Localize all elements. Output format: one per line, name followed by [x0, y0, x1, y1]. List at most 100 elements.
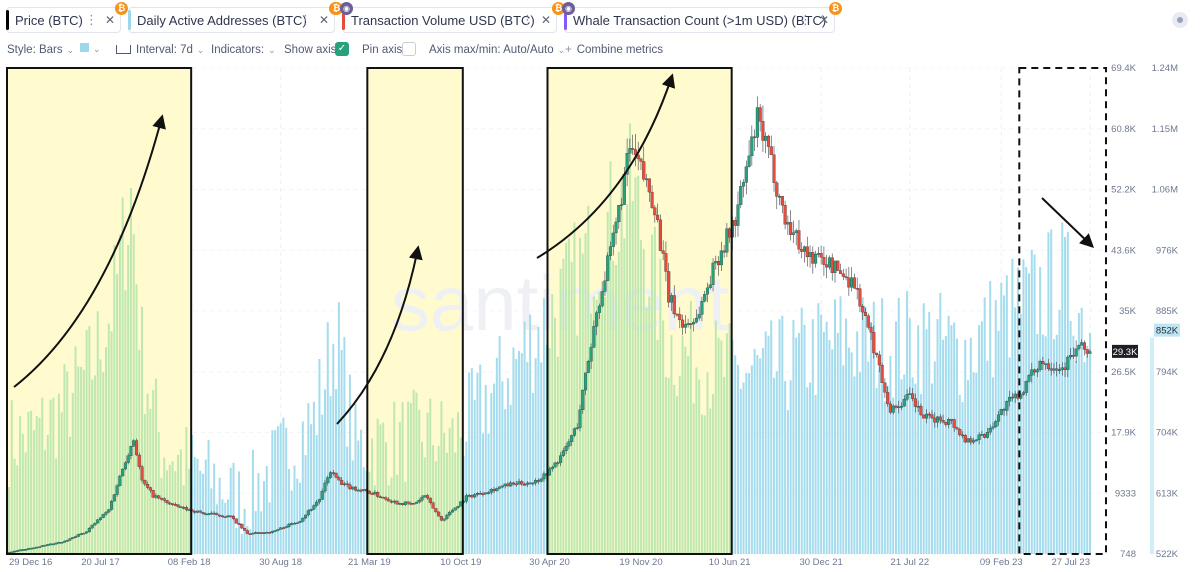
pin-axis-checkbox[interactable]: [402, 42, 416, 56]
close-icon[interactable]: ✕: [319, 13, 330, 27]
daa-bar: [573, 222, 576, 554]
price-candle: [215, 513, 219, 516]
price-candle: [420, 496, 424, 501]
daa-bar: [1028, 273, 1031, 554]
close-icon[interactable]: ✕: [105, 13, 116, 27]
daa-bar: [881, 298, 884, 554]
daa-bar: [290, 490, 293, 554]
daa-bar: [1036, 333, 1039, 554]
price-candle: [894, 405, 898, 408]
price-candle: [661, 250, 665, 254]
price-candle: [744, 166, 748, 183]
price-candle: [132, 440, 136, 447]
price-candle: [614, 221, 618, 234]
price-candle: [750, 136, 754, 157]
daa-bar: [778, 319, 781, 554]
price-candle: [622, 174, 626, 205]
price-candle: [517, 481, 521, 485]
daa-bar: [448, 428, 451, 554]
price-candle: [586, 361, 590, 374]
more-options-icon[interactable]: ⋮: [85, 12, 98, 27]
show-axis-checkbox[interactable]: ✓: [335, 42, 349, 56]
daa-bar: [529, 314, 532, 554]
price-candle: [220, 515, 224, 518]
interval-dropdown[interactable]: Interval: 7d ⌄: [116, 44, 204, 56]
hidden-eye-icon[interactable]: ◉: [562, 2, 575, 15]
daa-bar: [637, 175, 640, 555]
price-candle: [1063, 367, 1067, 370]
daa-bar: [822, 331, 825, 554]
daa-bar: [238, 471, 241, 554]
close-icon[interactable]: ✕: [541, 13, 552, 27]
price-candle: [245, 530, 249, 534]
daa-bar: [542, 298, 545, 554]
price-candle: [295, 522, 299, 524]
price-candle: [755, 107, 759, 138]
price-candle: [802, 246, 807, 252]
daa-axis-tick-label: 522K: [1156, 549, 1179, 560]
pin-axis-label: Pin axis: [362, 44, 403, 56]
color-picker[interactable]: ⌄: [80, 43, 101, 55]
more-options-icon[interactable]: ⋮: [299, 12, 312, 27]
price-candle: [176, 504, 180, 507]
tab-daily-active-addresses[interactable]: Daily Active Addresses (BTC) ⋮ ✕ ₿: [128, 2, 342, 33]
daa-bar: [520, 353, 523, 554]
style-dropdown[interactable]: Style: Bars ⌄: [7, 44, 74, 56]
tab-transaction-volume[interactable]: Transaction Volume USD (BTC) ⋮ ✕ ₿ ◉: [330, 2, 557, 33]
more-options-icon[interactable]: ⋮: [521, 12, 534, 27]
daa-bar: [263, 481, 266, 554]
hidden-eye-icon[interactable]: ◉: [340, 2, 353, 15]
price-candle: [279, 527, 283, 530]
price-candle: [827, 257, 832, 268]
daa-bar: [96, 311, 99, 554]
price-candle: [395, 500, 399, 505]
price-candle: [450, 510, 455, 513]
price-candle: [412, 503, 416, 505]
x-tick-label: 29 Dec 16: [9, 557, 52, 568]
close-icon[interactable]: ✕: [819, 13, 830, 27]
daa-bar: [842, 365, 845, 554]
daa-axis-strip: [1150, 337, 1154, 554]
daa-bar: [833, 299, 836, 554]
price-candle: [947, 419, 951, 425]
tab-whale-transaction-count[interactable]: Whale Transaction Count (>1m USD) (BTC) …: [552, 2, 842, 33]
price-candle: [218, 514, 222, 517]
combine-metrics-button[interactable]: + Combine metrics: [565, 44, 663, 56]
daa-bar: [210, 488, 213, 554]
daa-bar: [1052, 339, 1055, 554]
daa-axis-tick-label: 1.06M: [1152, 185, 1178, 196]
price-candle: [1057, 369, 1062, 372]
daa-bar: [759, 358, 762, 554]
tab-price[interactable]: Price (BTC) ⋮ ✕ ₿: [6, 2, 128, 33]
price-axis-tick-label: 17.9K: [1111, 428, 1136, 439]
price-candle: [822, 257, 826, 265]
daa-bar: [426, 412, 429, 554]
price-candle: [783, 205, 787, 225]
price-candle: [448, 511, 452, 516]
price-candle: [87, 527, 91, 532]
more-options-icon[interactable]: ⋮: [799, 12, 812, 27]
daa-bar: [1033, 254, 1036, 555]
price-candle: [98, 517, 103, 520]
axes: 29 Dec 16 20 Jul 17 08 Feb 18 30 Aug 18 21 M…: [9, 63, 1180, 568]
daa-bar: [310, 424, 313, 554]
price-candle: [719, 250, 723, 266]
daa-bar: [739, 388, 742, 554]
settings-toggle-icon[interactable]: [1172, 12, 1188, 28]
price-candle: [656, 214, 660, 220]
price-candle: [323, 482, 327, 492]
price-candle: [808, 252, 812, 258]
daa-bar: [656, 340, 659, 554]
price-candle: [539, 478, 543, 482]
daa-axis-tick-label: 976K: [1156, 245, 1179, 256]
price-axis-tick-label: 43.6K: [1111, 245, 1136, 256]
daa-bar: [468, 372, 471, 554]
indicators-dropdown[interactable]: Indicators: ⌄: [211, 44, 276, 56]
tab-label: Daily Active Addresses (BTC): [137, 12, 307, 28]
daa-bar: [154, 378, 157, 554]
axis-maxmin-dropdown[interactable]: Axis max/min: Auto/Auto ⌄: [429, 44, 565, 56]
chevron-down-icon: ⌄: [93, 44, 101, 54]
price-candle: [717, 261, 721, 266]
daa-bar: [55, 458, 58, 554]
daa-bar: [10, 400, 13, 554]
